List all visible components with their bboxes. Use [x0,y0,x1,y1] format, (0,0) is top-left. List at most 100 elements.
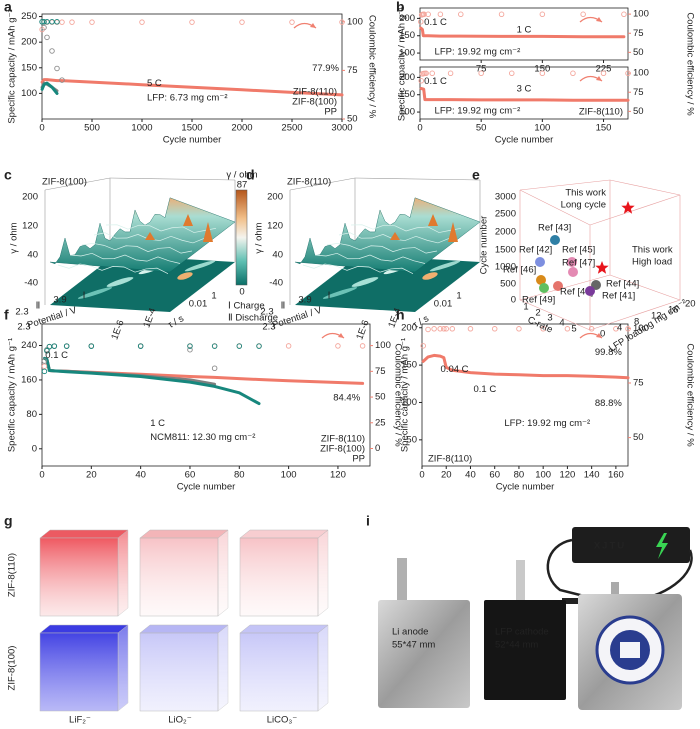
ce-marker [89,19,95,25]
annotation: NCM811: 12.30 mg cm⁻² [150,432,255,443]
annotation: 99.8% [595,347,622,358]
z-tick-label: -40 [24,278,38,289]
z-tick-label: 8 [634,317,639,328]
x-tick-label: 80 [234,470,245,481]
plot-frame [41,323,371,467]
ref-label: Ref [42] [519,245,552,256]
tab [397,558,407,602]
plot-title: ZIF-8(110) [287,177,331,188]
colorbar [235,189,248,286]
ce-marker [539,70,546,77]
ce-marker [44,34,50,41]
z-tick-label: 20 [685,299,696,310]
pouch-tab [611,582,619,596]
t-axis-label: τ / s [411,313,431,331]
ce-marker [54,65,60,72]
ce-marker [449,326,456,332]
cube-side [117,624,129,712]
z-tick-label: 40 [27,250,38,261]
ce-marker [570,70,576,77]
z-axis-label: γ / ohm [9,222,20,253]
x-tick-label: 1 [523,302,528,313]
surface-ridge [105,224,217,233]
ce-marker [187,343,193,349]
y2-tick-label: 50 [633,47,644,58]
star [621,201,635,214]
y2-tick-label: 100 [347,16,363,27]
x-tick-label: 20 [441,470,452,481]
ce-marker [41,363,48,369]
x-tick-label: 140 [584,470,600,481]
panel-label: c [4,167,12,183]
ce-marker [137,343,144,349]
z-tick-label: 120 [267,221,283,232]
surface-peak [203,222,213,242]
y-tick-label: 240 [21,340,37,351]
ce-marker [418,19,424,25]
annotation: LFP: 6.73 mg cm⁻² [147,93,228,104]
surface-peak [428,214,438,226]
lfp-cathode [484,600,566,700]
x-tick-label: 40 [465,470,476,481]
y2-tick-label: 75 [347,65,358,76]
y-tick-label: 100 [399,107,415,118]
map-feature [106,277,134,287]
surface-peak [145,232,155,240]
y-tick-label: 2500 [495,209,516,220]
ref-point [539,283,549,293]
li-anode [378,600,470,708]
cube-side [317,624,329,712]
column-label: LiF₂⁻ [69,715,91,726]
ce-marker [63,343,70,349]
ce-marker [41,19,47,25]
annotation: 1 C [150,418,165,429]
y2-tick-label: 75 [375,366,386,377]
map-feature [322,287,358,299]
cube-front [139,632,219,712]
y-tick-label: 150 [399,89,415,100]
direction-mark: Ⅰ [83,291,86,302]
ce-marker [491,326,498,332]
ce-marker [44,348,50,354]
x-axis-label: Potential / V [26,305,79,331]
y-axis-label: Specific capacity / mAh g⁻¹ [400,338,411,452]
panel-label: f [4,307,9,323]
surface-ridge [302,263,414,275]
x-tick-label: 2 [535,308,540,319]
x-tick-label: 100 [535,470,551,481]
row-label: ZIF-8(100) [7,646,18,691]
led-bolt [656,533,668,559]
ref-label: Ref [47] [562,258,595,269]
y-tick-label: 50 [406,434,417,445]
ce-marker [46,343,53,350]
surface-peak [183,214,193,226]
ce-marker [359,343,366,349]
y2-axis-label: Coulombic efficiency / % [684,343,695,447]
box-edge [589,194,681,226]
ce-marker [139,19,145,25]
z-tick-label: 200 [267,192,283,203]
direction-mark: Ⅰ [328,291,331,302]
cube-top [239,624,329,634]
arrow-head [596,333,602,338]
annotation: 3 C [517,83,532,94]
ce-marker [443,326,449,332]
photo-label: Li anode [392,627,428,638]
cube-top [139,529,229,539]
x-axis-label: Cycle number [495,135,554,146]
ce-marker [189,19,195,25]
x-tick-label: 3000 [331,123,352,134]
y-tick-label: 200 [399,13,415,24]
ce-marker [498,11,505,18]
ref-point [585,286,595,296]
x-tick-label: 40 [135,470,146,481]
y2-tick-label: 50 [375,392,386,403]
x-tick-label: 0 [39,470,44,481]
y2-tick-label: 50 [347,114,358,125]
plot-frame [419,66,629,120]
cube-front [239,537,319,617]
ref-point [535,257,545,267]
ce-marker [421,11,427,18]
annotation: 1 C [517,24,532,35]
colorbar-min: 0 [239,287,244,298]
